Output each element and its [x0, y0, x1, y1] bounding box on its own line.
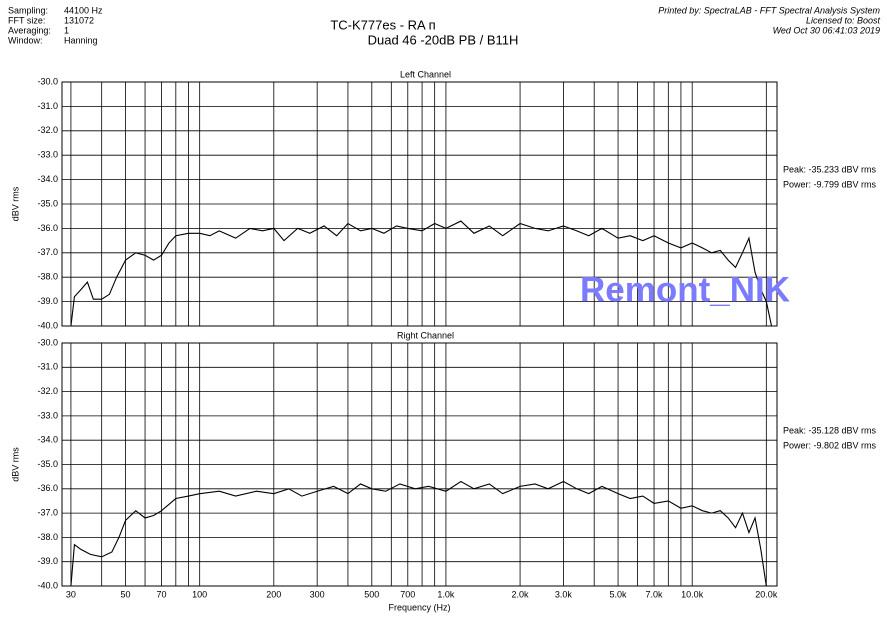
x-tick-label: 30 [66, 589, 76, 599]
y-tick-label: -37.0 [37, 507, 58, 517]
x-axis-label: Frequency (Hz) [388, 602, 450, 612]
y-tick-label: -36.0 [37, 483, 58, 493]
spectrum-line [70, 220, 773, 327]
y-tick-label: -38.0 [37, 532, 58, 542]
x-tick-label: 70 [157, 589, 167, 599]
x-tick-label: 5.0k [610, 589, 628, 599]
x-tick-label: 7.0k [646, 589, 664, 599]
y-tick-label: -38.0 [37, 272, 58, 282]
y-tick-label: -35.0 [37, 198, 58, 208]
x-tick-label: 3.0k [555, 589, 573, 599]
x-tick-label: 20.0k [755, 589, 778, 599]
y-tick-label: -39.0 [37, 296, 58, 306]
annotation: Peak: -35.233 dBV rms [783, 164, 877, 174]
y-tick-label: -31.0 [37, 362, 58, 372]
y-tick-label: -32.0 [37, 386, 58, 396]
x-tick-label: 2.0k [512, 589, 530, 599]
y-tick-label: -36.0 [37, 223, 58, 233]
info-label: Sampling: [8, 5, 48, 15]
y-tick-label: -34.0 [37, 174, 58, 184]
print-date: Wed Oct 30 06:41:03 2019 [773, 25, 880, 35]
y-tick-label: -32.0 [37, 125, 58, 135]
x-tick-label: 300 [310, 589, 325, 599]
watermark: Remont_NIK [580, 270, 790, 309]
y-tick-label: -40.0 [37, 580, 58, 590]
x-tick-label: 200 [266, 589, 281, 599]
x-tick-label: 50 [121, 589, 131, 599]
y-tick-label: -30.0 [37, 337, 58, 347]
y-tick-label: -40.0 [37, 320, 58, 330]
y-axis-label: dBV rms [10, 447, 20, 482]
y-tick-label: -35.0 [37, 459, 58, 469]
page-subtitle: Duad 46 -20dB PB / B11H [368, 32, 519, 47]
x-tick-label: 1.0k [437, 589, 455, 599]
spectrum-line [70, 480, 767, 587]
y-tick-label: -33.0 [37, 150, 58, 160]
chart-title: Left Channel [400, 69, 451, 79]
printed-by: Printed by: SpectraLAB - FFT Spectral An… [658, 5, 880, 15]
info-label: FFT size: [8, 15, 45, 25]
y-tick-label: -30.0 [37, 76, 58, 86]
licensed-to: Licensed to: Boost [806, 15, 881, 25]
info-label: Averaging: [8, 25, 51, 35]
page-title: TC-K777es - RA п [330, 17, 435, 32]
x-tick-label: 10.0k [681, 589, 704, 599]
x-tick-label: 100 [192, 589, 207, 599]
y-tick-label: -34.0 [37, 435, 58, 445]
y-tick-label: -39.0 [37, 556, 58, 566]
info-value: 1 [64, 25, 69, 35]
annotation: Power: -9.799 dBV rms [783, 179, 877, 189]
info-value: Hanning [64, 35, 98, 45]
chart-title: Right Channel [397, 330, 454, 340]
info-label: Window: [8, 35, 43, 45]
x-tick-label: 700 [400, 589, 415, 599]
annotation: Peak: -35.128 dBV rms [783, 425, 877, 435]
x-tick-label: 500 [364, 589, 379, 599]
y-tick-label: -33.0 [37, 410, 58, 420]
annotation: Power: -9.802 dBV rms [783, 440, 877, 450]
info-value: 131072 [64, 15, 94, 25]
y-tick-label: -37.0 [37, 247, 58, 257]
info-value: 44100 Hz [64, 5, 103, 15]
y-axis-label: dBV rms [10, 186, 20, 221]
y-tick-label: -31.0 [37, 101, 58, 111]
